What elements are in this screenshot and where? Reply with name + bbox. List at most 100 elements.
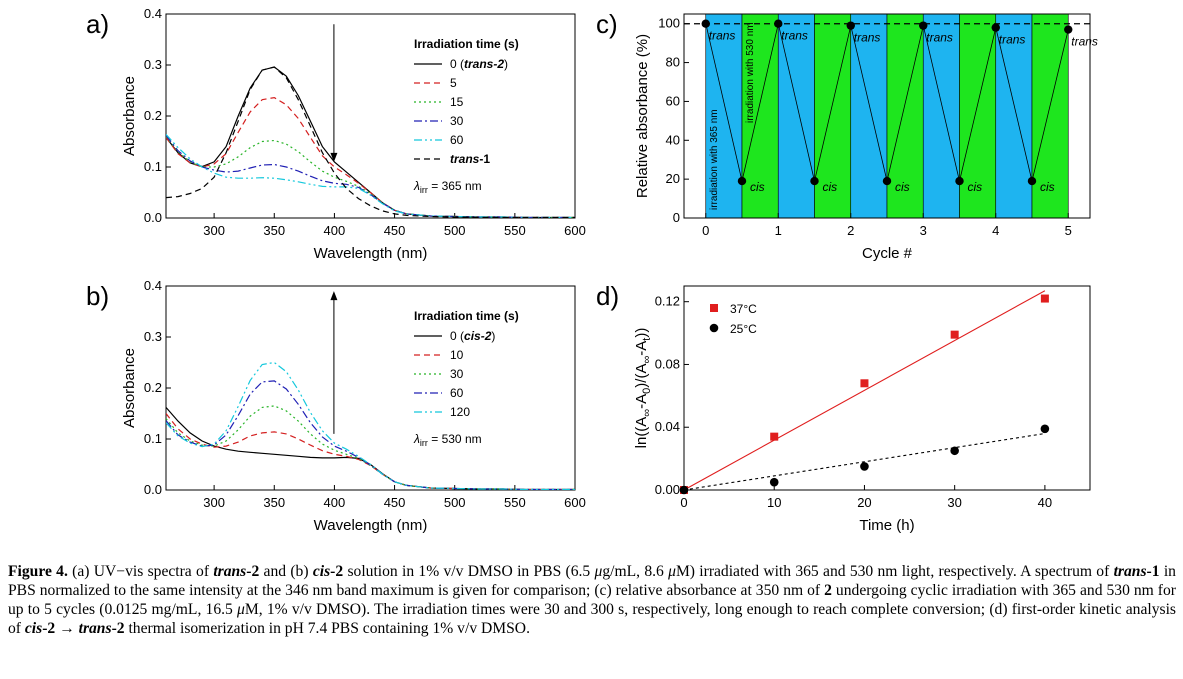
irradiation-band [1031,13,1069,219]
legend-marker [710,304,718,312]
caption-segment: - [330,563,336,580]
caption-segment: M) irradiated with 365 and 530 nm light,… [675,563,1114,580]
cycle-point [955,176,964,186]
panel-label: a) [86,9,109,39]
x-tick-label: 600 [564,223,586,238]
caption-segment: 2 [116,620,125,637]
legend-title: Irradiation time (s) [414,309,519,323]
x-tick-label: 550 [504,223,526,238]
panel-label: d) [596,281,619,311]
fit-line [683,290,1046,491]
series-line [166,133,575,218]
y-tick-label: 0.1 [144,431,162,446]
cycle-point [882,176,892,186]
cycle-point [846,21,855,30]
spectra-panel: 300 350 400 450 500 550 600 0.0 0.1 0.2 0.3 0.4 Wave… [86,278,586,534]
series-line [166,135,575,218]
data-point [770,432,779,441]
y-tick-label: 0.3 [144,57,162,72]
x-tick-label: 350 [263,495,285,510]
series-line [166,405,575,490]
legend-entry: 120 [450,405,470,419]
cycle-point [919,21,928,30]
x-tick-label: 10 [767,495,781,510]
caption-segment: g/mL, 8.6 [602,563,669,580]
point-label: trans [781,29,808,43]
point-label: trans [926,31,953,45]
series-line [166,96,575,218]
point-label: cis [750,180,765,194]
caption-segment: 2 [47,620,56,637]
data-point [950,330,959,339]
x-tick-label: 3 [920,223,927,238]
caption-segment: trans [78,620,112,637]
y-tick-label: 0.2 [144,380,162,395]
point-label: cis [968,180,983,194]
irradiation-band [886,13,924,219]
legend-entry: 30 [450,114,464,128]
caption-label: Figure 4. [8,563,68,580]
data-point [769,477,779,487]
x-tick-label: 40 [1038,495,1052,510]
y-tick-label: 0.4 [144,6,162,21]
y-tick-label: 0.08 [655,356,680,371]
data-point [860,462,869,471]
caption-segment: M, 1% v/v DMSO). The irradiation times w… [8,601,1176,637]
x-tick-label: 500 [444,223,466,238]
irradiation-band [850,13,888,219]
series-line [166,380,575,490]
caption-segment: cis [312,563,331,580]
x-tick-label: 300 [203,223,225,238]
point-label: trans [709,29,736,43]
caption-segment: → [55,620,79,637]
cycle-point [810,176,819,186]
x-tick-label: 2 [847,223,854,238]
y-tick-label: 60 [666,93,680,108]
irradiation-band [814,13,852,219]
x-tick-label: 20 [857,495,871,510]
legend-entry: 37°C [730,302,757,316]
x-axis-label: Wavelength (nm) [314,245,428,262]
caption-segment: - [246,563,252,580]
legend-entry: 25°C [730,322,757,336]
legend-title: Irradiation time (s) [414,37,519,51]
caption-segment: 1 [1151,563,1160,580]
legend-entry: 30 [450,367,464,381]
caption-segment: 2 [335,563,344,580]
data-point [679,485,689,495]
y-tick-label: 40 [666,132,680,147]
caption-segment: solution in 1% v/v DMSO in PBS (6.5 [343,563,595,580]
y-axis-label: Relative absorbance (%) [634,34,651,198]
x-tick-label: 400 [324,223,346,238]
band-label: irradiation with 365 nm [709,109,720,210]
series-line [166,66,575,218]
x-tick-label: 300 [203,495,225,510]
point-label: trans [999,33,1026,47]
data-point [1040,424,1050,434]
irradiation-band [741,13,779,219]
y-axis-label: Absorbance [121,348,138,428]
y-tick-label: 20 [666,171,680,186]
spectra-panel: 300 350 400 450 500 550 600 0.0 0.1 0.2 0.3 0.4 Wave… [86,6,586,262]
x-axis-label: Wavelength (nm) [314,517,428,534]
series-line [166,361,575,490]
figure-canvas: 300 350 400 450 500 550 6000.00.10.20.30.4Wave… [86,6,1098,534]
caption-segment: μ [594,563,603,580]
caption-segment: cis [24,620,43,637]
series-line [166,407,575,490]
data-point [860,379,869,388]
x-tick-label: 550 [504,495,526,510]
x-tick-label: 400 [324,495,346,510]
legend-entry: 10 [450,348,464,362]
y-tick-label: 0.1 [144,159,162,174]
fit-line [683,432,1045,491]
caption-body: (a) UV−vis spectra of trans-2 and (b) ci… [8,563,1176,637]
caption-segment: undergoing cyclic irradiation with 365 a… [8,582,1176,618]
cycle-point [991,23,1000,32]
y-tick-label: 0.12 [655,294,680,309]
legend-entry: 0 (cis-2) [450,329,495,343]
legend-entry: trans-1 [450,152,490,166]
legend-marker [709,323,719,333]
cycles-panel: 0 1 2 3 4 5 0 20 40 60 80 100 Cycle # c) Relative abso… [596,9,1098,262]
legend-entry: 0 (trans-2) [450,57,508,71]
